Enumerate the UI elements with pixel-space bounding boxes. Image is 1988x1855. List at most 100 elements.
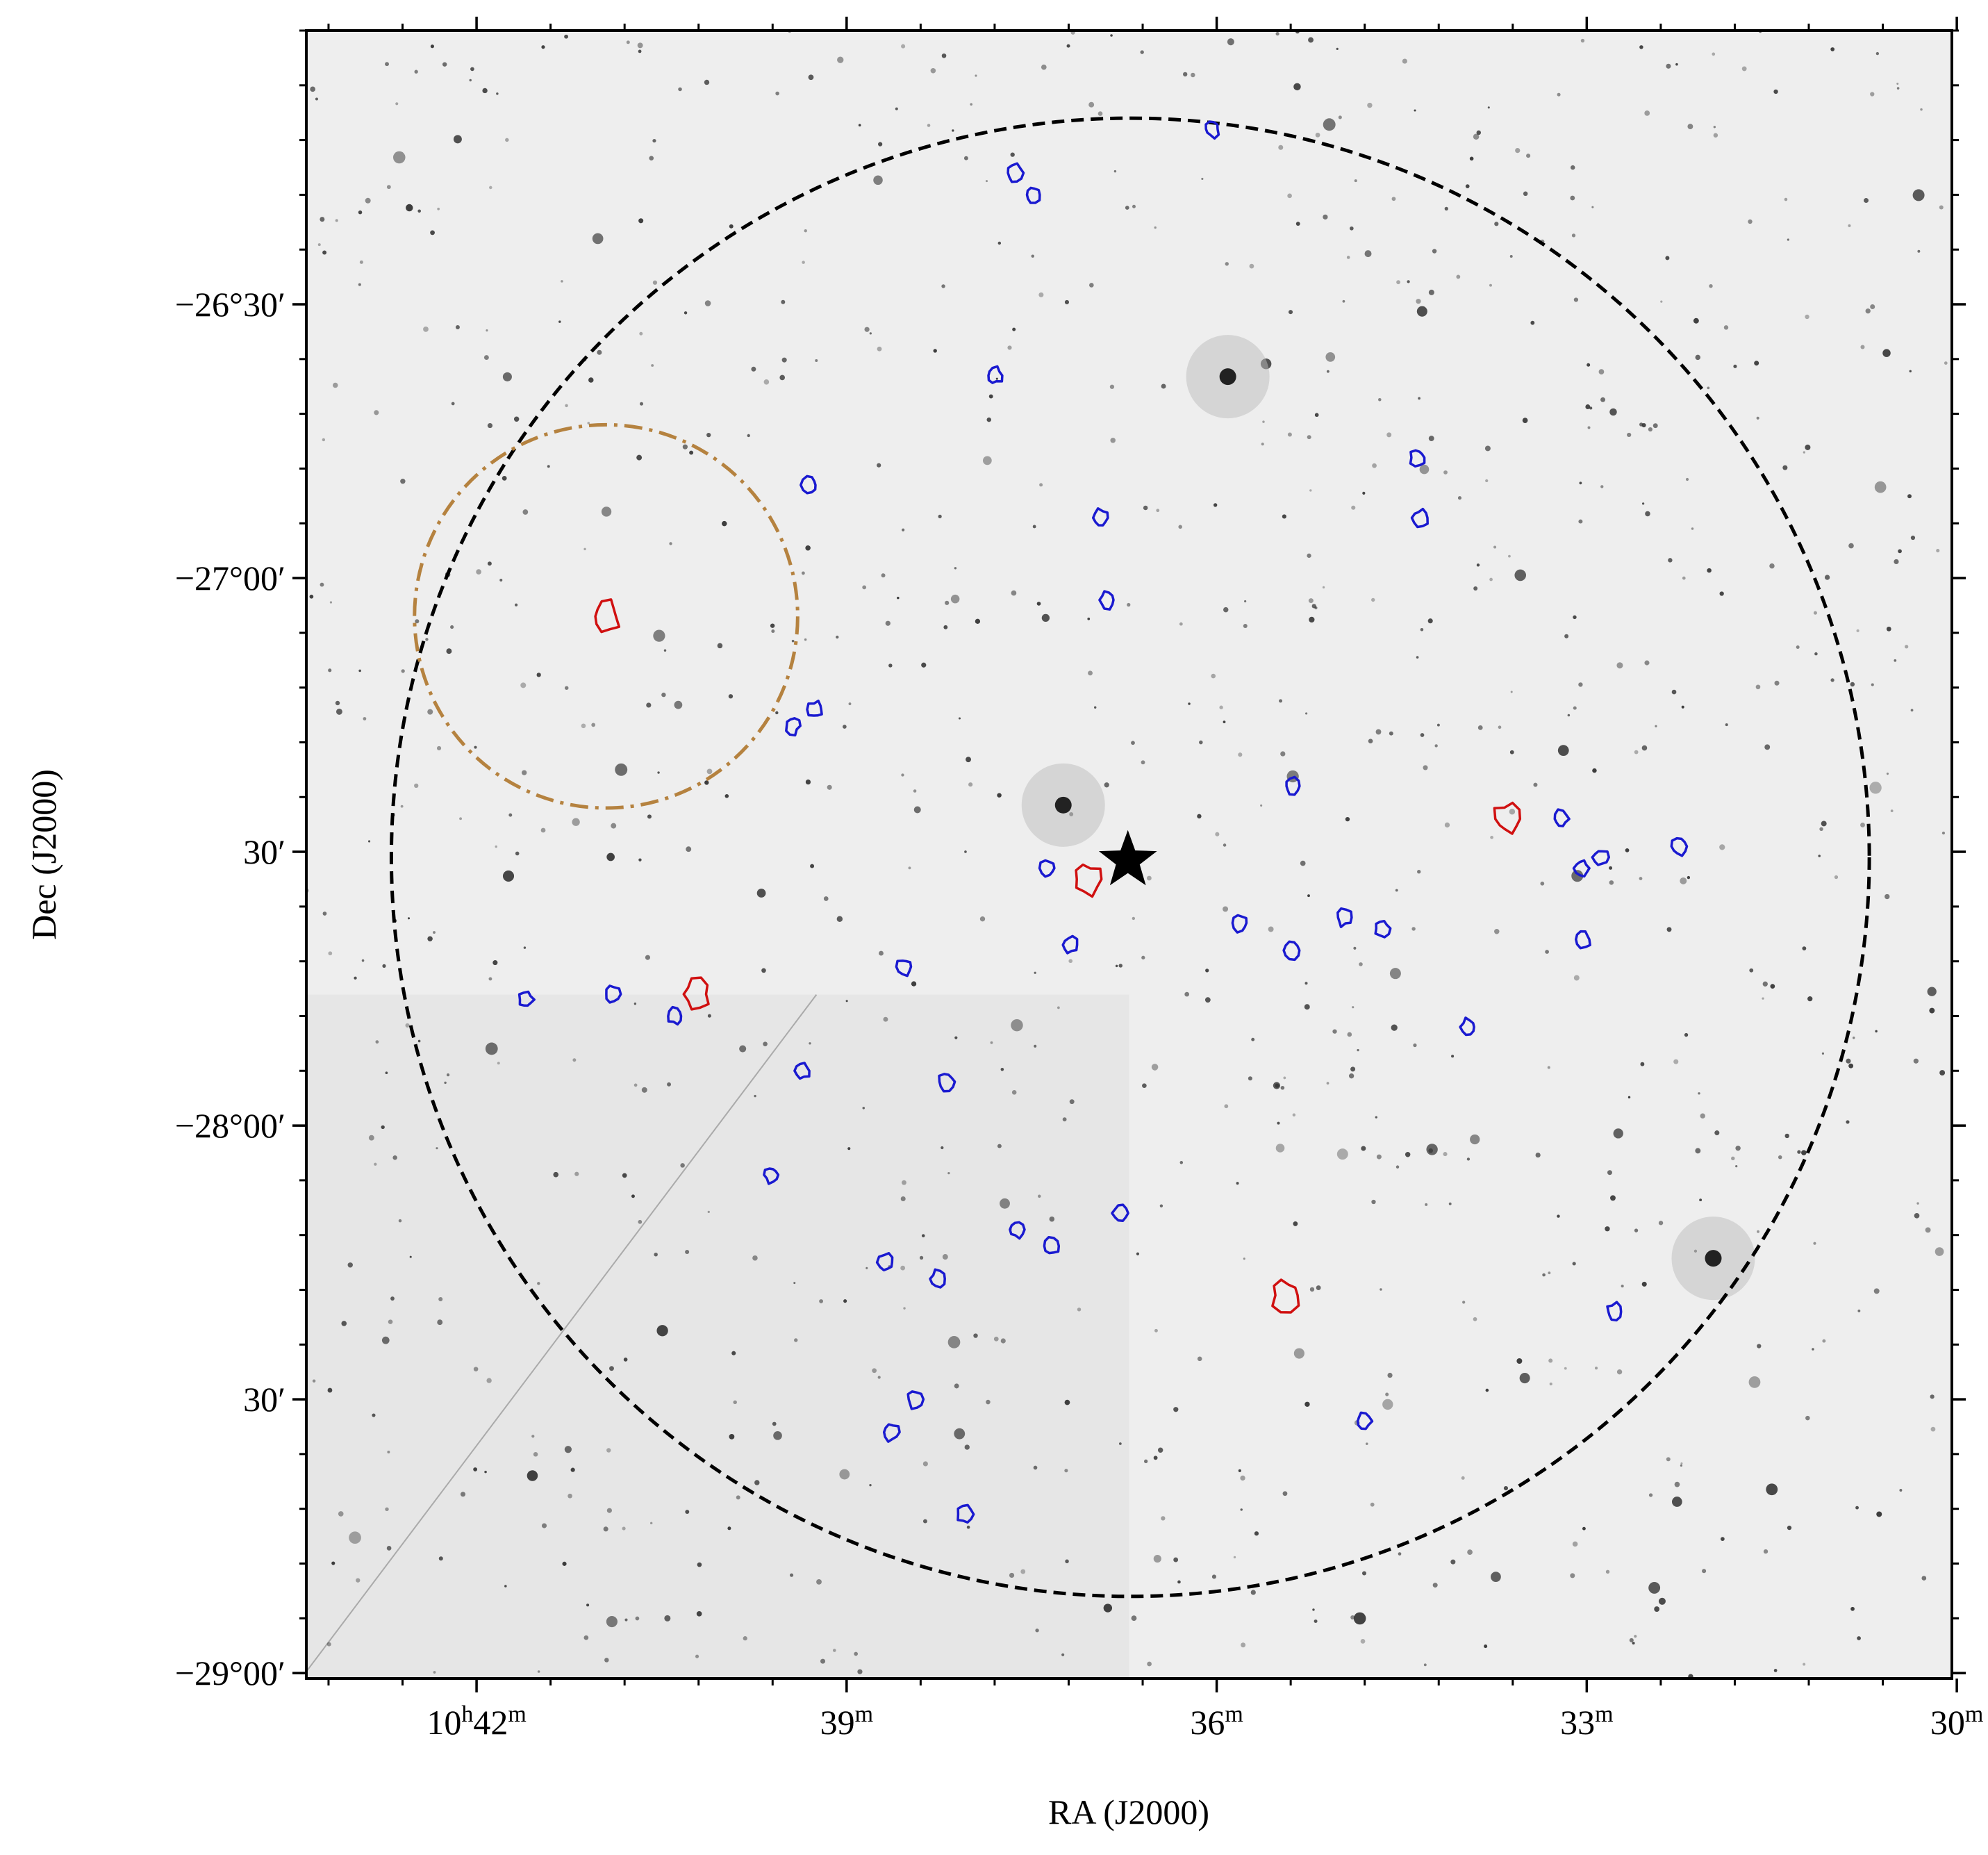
field-star — [1068, 959, 1073, 964]
field-star — [1062, 1117, 1067, 1122]
field-star — [1428, 289, 1434, 295]
tick-label-part: m — [1595, 1701, 1613, 1727]
field-star — [857, 1669, 863, 1674]
field-star — [1066, 44, 1070, 48]
field-star — [1304, 982, 1308, 985]
field-star — [1848, 224, 1851, 227]
field-star — [1391, 197, 1396, 201]
field-star — [1386, 432, 1392, 438]
field-star — [1125, 206, 1129, 210]
field-star — [1395, 1165, 1400, 1169]
field-star — [1183, 72, 1188, 77]
field-star — [1616, 662, 1623, 669]
contour — [1061, 934, 1079, 955]
field-star — [638, 49, 642, 53]
field-star — [1300, 860, 1306, 866]
field-star — [1748, 1376, 1761, 1388]
field-star — [523, 946, 527, 949]
field-star — [754, 1480, 760, 1485]
field-star — [950, 594, 960, 604]
field-star — [328, 668, 332, 673]
contour — [956, 1503, 975, 1524]
field-star — [839, 1469, 850, 1480]
field-star — [1197, 814, 1202, 819]
field-star — [1899, 1489, 1903, 1492]
region-circle — [413, 422, 800, 810]
field-star — [1326, 1082, 1330, 1085]
field-star — [1360, 1639, 1366, 1644]
field-star — [685, 1249, 690, 1255]
field-star — [1639, 877, 1643, 880]
field-star — [1702, 1569, 1707, 1574]
field-star — [606, 1448, 611, 1453]
field-star — [335, 219, 338, 222]
field-star — [1103, 1603, 1113, 1613]
field-star — [499, 578, 503, 582]
field-star — [1535, 1152, 1541, 1158]
contour — [517, 990, 536, 1007]
field-star — [1416, 306, 1427, 317]
field-star — [537, 1670, 540, 1673]
field-star — [1065, 1559, 1069, 1564]
tick-label-part: m — [1225, 1701, 1243, 1727]
field-star — [791, 639, 795, 643]
field-star — [1423, 765, 1428, 770]
field-star — [1161, 384, 1166, 389]
field-star — [1876, 1511, 1882, 1517]
field-star — [704, 79, 710, 85]
field-star — [1156, 509, 1160, 513]
field-star — [1756, 416, 1759, 420]
field-star — [1338, 115, 1342, 119]
field-star — [1366, 1442, 1368, 1445]
field-star — [1600, 397, 1606, 402]
field-star — [837, 56, 844, 63]
field-star — [1364, 250, 1372, 258]
field-star — [1927, 987, 1937, 996]
field-star — [1357, 1048, 1359, 1052]
field-star — [669, 542, 672, 545]
field-star — [572, 1058, 577, 1062]
field-star — [1713, 133, 1718, 138]
field-star — [1417, 870, 1421, 874]
field-star — [1787, 238, 1789, 241]
field-star — [1570, 1573, 1575, 1578]
field-star — [561, 280, 563, 283]
contour — [1043, 1235, 1061, 1255]
field-star — [964, 1444, 970, 1450]
field-star — [329, 601, 333, 604]
field-star — [1542, 1273, 1546, 1277]
field-star — [1570, 195, 1575, 201]
field-star — [1110, 34, 1113, 37]
field-star — [938, 514, 942, 519]
field-star — [482, 88, 488, 94]
field-star — [450, 625, 454, 629]
field-star — [964, 850, 967, 853]
field-star — [1322, 586, 1325, 588]
field-star — [1179, 1161, 1184, 1164]
field-star — [1666, 1457, 1671, 1462]
field-star — [1391, 1024, 1398, 1031]
field-star — [1490, 835, 1493, 839]
field-star — [997, 1144, 1002, 1148]
contour — [1572, 859, 1591, 878]
field-star — [1469, 156, 1474, 161]
field-star — [1151, 1064, 1159, 1071]
field-star — [864, 327, 870, 332]
field-star — [537, 1282, 540, 1285]
field-star — [1572, 1262, 1576, 1266]
field-star — [1336, 47, 1339, 50]
field-star — [1350, 1066, 1356, 1072]
field-star — [819, 1299, 823, 1303]
field-star — [997, 793, 1002, 798]
field-star — [728, 694, 734, 699]
field-star — [349, 1531, 361, 1544]
field-star — [540, 827, 546, 833]
field-star — [436, 745, 442, 751]
field-star — [1061, 1653, 1065, 1656]
field-star — [375, 1040, 379, 1044]
field-star — [1277, 1121, 1280, 1125]
field-star — [442, 62, 447, 67]
field-star — [502, 475, 507, 481]
field-star — [1177, 1580, 1181, 1584]
field-star — [1658, 1597, 1666, 1605]
